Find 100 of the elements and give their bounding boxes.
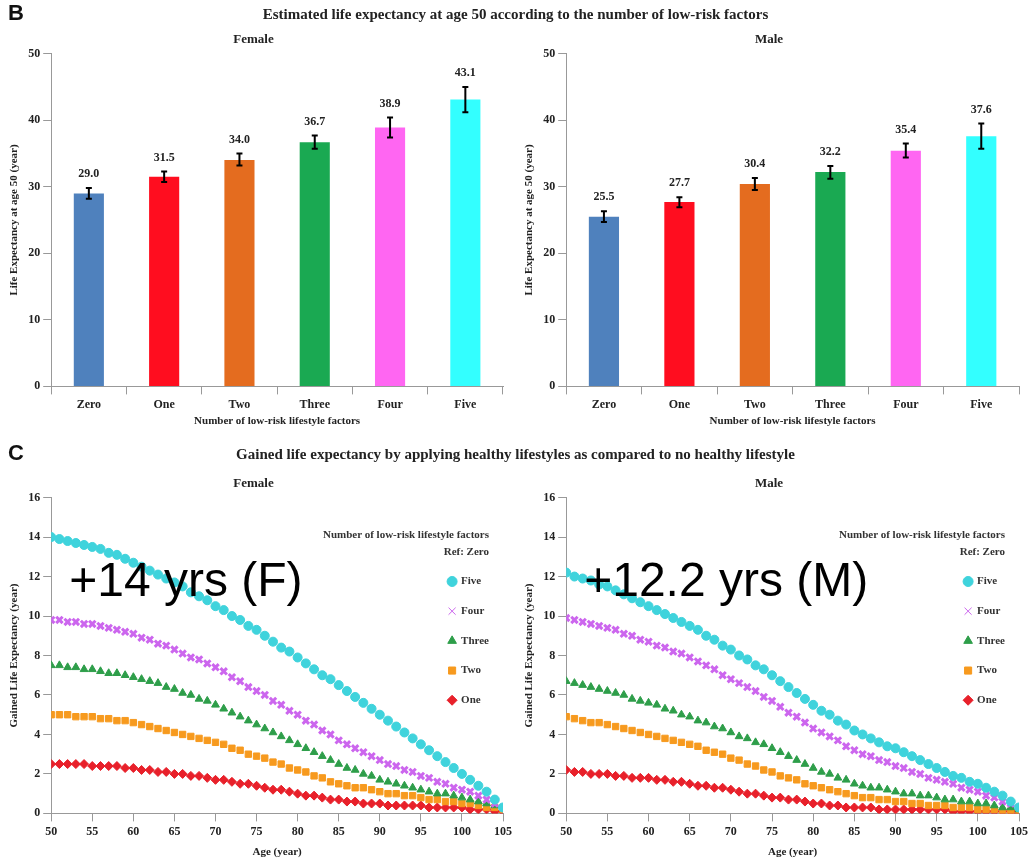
legend-label: Four xyxy=(977,604,1001,617)
y-tick-label: 12 xyxy=(543,568,556,583)
y-tick-label: 16 xyxy=(543,489,556,504)
x-tick-label: 50 xyxy=(560,823,573,838)
y-axis-title: Life Expectancy at age 50 (year) xyxy=(522,144,536,296)
x-tick-label: 75 xyxy=(766,823,779,838)
y-tick-label: 16 xyxy=(28,489,41,504)
y-tick-label: 30 xyxy=(543,178,556,193)
x-tick-label: 70 xyxy=(724,823,737,838)
y-tick-label: 4 xyxy=(549,726,556,741)
data-label: 37.6 xyxy=(970,101,992,116)
text: Gained life expectancy by applying healthy lifestyles as compared to no healthy lifestyle xyxy=(236,446,795,462)
legend-label: Five xyxy=(977,574,998,587)
chart-title: Male xyxy=(754,31,784,47)
x-tick-label: 50 xyxy=(45,823,58,838)
y-tick-label: 8 xyxy=(549,647,556,662)
x-tick-label: Zero xyxy=(76,396,102,411)
y-tick-label: 10 xyxy=(543,608,556,623)
y-tick-label: 14 xyxy=(28,529,41,544)
legend-label: Four xyxy=(461,604,485,617)
x-tick-label: 85 xyxy=(332,823,345,838)
y-tick-label: 4 xyxy=(34,726,41,741)
y-tick-label: 40 xyxy=(28,112,41,127)
y-tick-label: 6 xyxy=(549,687,556,702)
x-tick-label: 95 xyxy=(930,823,943,838)
legend-label: Two xyxy=(977,663,998,676)
y-tick-label: 0 xyxy=(34,378,41,393)
data-label: 32.2 xyxy=(819,144,841,159)
legend-label: One xyxy=(461,693,481,706)
x-tick-label: Two xyxy=(743,396,766,411)
y-axis-title: Gained Life Expectancy (year) xyxy=(522,583,536,728)
x-tick-label: 70 xyxy=(209,823,222,838)
x-tick-label: 90 xyxy=(889,823,902,838)
legend-label: Two xyxy=(461,663,482,676)
x-tick-label: One xyxy=(153,396,176,411)
legend-label: Three xyxy=(461,633,490,646)
chart-title: Male xyxy=(754,475,784,491)
x-tick-label: 85 xyxy=(848,823,861,838)
data-label: 38.9 xyxy=(379,95,401,110)
data-label: 30.4 xyxy=(744,156,766,171)
text: Estimated life expectancy at age 50 according to the number of low-risk factors xyxy=(262,6,769,22)
x-tick-label: 105 xyxy=(494,823,512,838)
y-tick-label: 6 xyxy=(34,687,41,702)
x-tick-label: 55 xyxy=(86,823,99,838)
x-tick-label: 80 xyxy=(291,823,304,838)
data-label: 31.5 xyxy=(153,149,175,164)
data-label: 29.0 xyxy=(78,166,100,181)
x-tick-label: 75 xyxy=(250,823,263,838)
y-tick-label: 20 xyxy=(28,245,41,260)
y-tick-label: 50 xyxy=(28,45,41,60)
x-tick-label: 100 xyxy=(968,823,987,838)
y-tick-label: 12 xyxy=(28,568,41,583)
x-axis-title: Age (year) xyxy=(768,845,818,859)
x-tick-label: Four xyxy=(377,396,404,411)
x-tick-label: 100 xyxy=(452,823,471,838)
y-tick-label: 2 xyxy=(549,766,556,781)
x-tick-label: 60 xyxy=(127,823,140,838)
data-label: 43.1 xyxy=(454,64,476,79)
legend-label: Three xyxy=(977,633,1006,646)
x-tick-label: 65 xyxy=(168,823,181,838)
legend-label: One xyxy=(977,693,997,706)
x-tick-label: 80 xyxy=(807,823,820,838)
y-tick-label: 10 xyxy=(28,311,41,326)
y-tick-label: 50 xyxy=(543,45,556,60)
y-tick-label: 30 xyxy=(28,178,41,193)
x-tick-label: Five xyxy=(454,396,478,411)
x-tick-label: 55 xyxy=(601,823,614,838)
x-tick-label: 90 xyxy=(373,823,386,838)
y-tick-label: 2 xyxy=(34,766,41,781)
chart-title: Female xyxy=(233,475,274,491)
x-tick-label: Two xyxy=(228,396,251,411)
x-axis-title: Number of low-risk lifestyle factors xyxy=(194,414,361,427)
x-tick-label: Five xyxy=(970,396,993,411)
x-axis-title: Number of low-risk lifestyle factors xyxy=(709,414,877,427)
y-axis-title: Life Expectancy at age 50 (year) xyxy=(7,144,21,296)
y-tick-label: 0 xyxy=(549,805,556,820)
x-tick-label: Three xyxy=(299,396,331,411)
y-tick-label: 10 xyxy=(543,311,556,326)
legend-label: Five xyxy=(461,574,482,587)
y-tick-label: 8 xyxy=(34,647,41,662)
x-tick-label: 95 xyxy=(414,823,427,838)
chart-title: Female xyxy=(233,31,274,47)
x-axis-title: Age (year) xyxy=(252,845,303,859)
y-tick-label: 14 xyxy=(543,529,556,544)
x-tick-label: Four xyxy=(893,396,920,411)
y-tick-label: 40 xyxy=(543,112,556,127)
data-label: 35.4 xyxy=(895,121,917,136)
x-tick-label: Zero xyxy=(591,396,617,411)
data-label: 27.7 xyxy=(668,175,690,190)
data-label: 36.7 xyxy=(304,113,326,128)
text: B xyxy=(8,0,24,26)
data-label: 34.0 xyxy=(228,131,250,146)
text: C xyxy=(8,440,24,466)
y-tick-label: 0 xyxy=(549,378,556,393)
x-tick-label: 60 xyxy=(642,823,655,838)
y-tick-label: 0 xyxy=(34,805,41,820)
x-tick-label: 65 xyxy=(683,823,696,838)
data-label: 25.5 xyxy=(593,189,615,204)
y-tick-label: 10 xyxy=(28,608,41,623)
y-tick-label: 20 xyxy=(543,245,556,260)
